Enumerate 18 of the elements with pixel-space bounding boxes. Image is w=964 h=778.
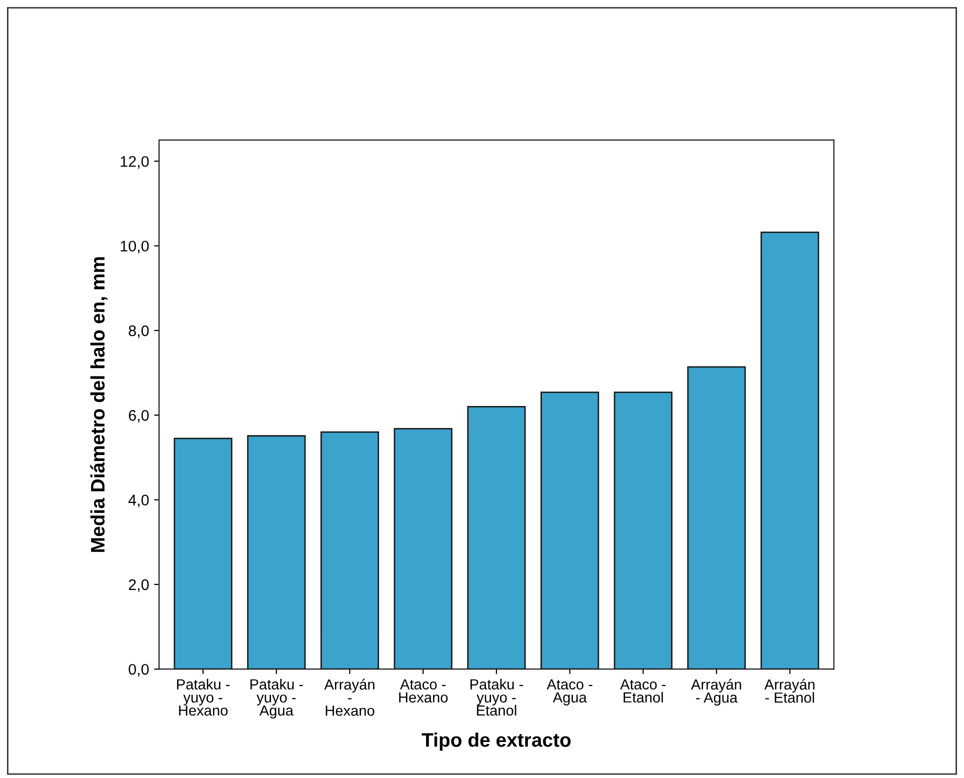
y-tick-label: 12,0 — [120, 156, 149, 169]
x-tick-label: Pataku - yuyo - Hexano — [177, 678, 230, 716]
y-tick-label: 4,0 — [128, 494, 149, 508]
x-tick-label: Ataco - Agua — [546, 679, 592, 706]
x-tick-label: Ataco - Etanol — [620, 679, 666, 703]
x-tick-label: Arrayán - Agua — [691, 678, 742, 706]
x-tick-label: Pataku - yuyo - Agua — [250, 678, 303, 719]
x-axis-title: Tipo de extracto — [422, 732, 571, 751]
y-axis-title: Media Diámetro del halo en, mm — [90, 257, 108, 552]
x-tick-label: Pataku - yuyo - Etanol — [470, 678, 523, 716]
x-tick-label: Arrayán - Etanol — [764, 678, 814, 703]
y-tick-label: 6,0 — [128, 410, 149, 423]
y-tick-label: 8,0 — [128, 325, 149, 338]
y-tick-label: 10,0 — [120, 240, 149, 254]
y-tick-label: 2,0 — [128, 579, 149, 592]
x-tick-label: Arrayán - Hexano — [324, 678, 374, 716]
x-tick-label: Ataco - Hexano — [399, 679, 448, 703]
y-tick-label: 0,0 — [128, 664, 149, 677]
